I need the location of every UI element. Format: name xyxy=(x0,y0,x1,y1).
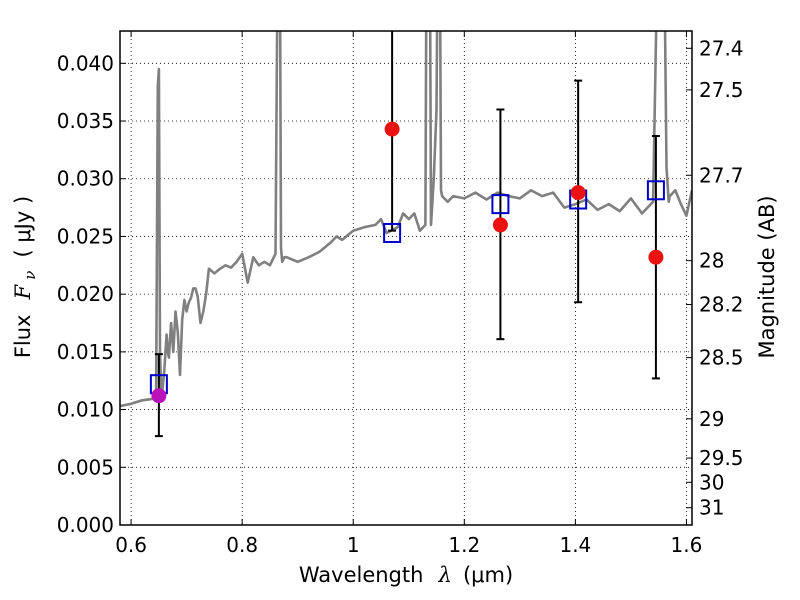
y-tick-label-2: 0.010 xyxy=(57,398,114,422)
spectrum-layer xyxy=(120,31,692,408)
y-axis-label-prefix: Flux xyxy=(11,315,35,359)
y-tick-label-7: 0.035 xyxy=(57,109,114,133)
y-axis-label-subscript: ν xyxy=(21,271,39,280)
y-tick-label-0: 0.000 xyxy=(57,513,114,537)
y-axis-label-symbol: F xyxy=(11,283,35,300)
y-tick-label-3: 0.015 xyxy=(57,340,114,364)
y-tick-label-6: 0.030 xyxy=(57,167,114,191)
y-axis-label: Flux F ν ( μJy ) xyxy=(11,196,39,358)
photometry-point-2 xyxy=(491,108,510,341)
right-tick-label-6: 29 xyxy=(699,407,724,431)
observed-marker-4 xyxy=(648,249,664,265)
observed-marker-3 xyxy=(570,185,586,201)
model-marker-4 xyxy=(646,180,665,201)
x-tick-label-3: 1.2 xyxy=(448,533,480,557)
x-tick-label-4: 1.4 xyxy=(559,533,591,557)
y-tick-label-1: 0.005 xyxy=(57,455,114,479)
right-tick-label-0: 27.4 xyxy=(699,36,744,60)
right-tick-label-4: 28.2 xyxy=(699,293,744,317)
photometry-point-4 xyxy=(646,135,665,380)
tick-marks xyxy=(120,31,692,526)
x-tick-label-5: 1.6 xyxy=(671,533,703,557)
right-tick-label-2: 27.7 xyxy=(699,163,744,187)
model-marker-1 xyxy=(383,222,402,243)
x-axis-label-unit: (μm) xyxy=(463,563,513,587)
observed-marker-1 xyxy=(384,121,400,137)
y-tick-label-4: 0.020 xyxy=(57,282,114,306)
right-tick-label-8: 30 xyxy=(699,470,724,494)
spectrum-line xyxy=(120,31,692,408)
photometry-point-0 xyxy=(149,353,168,438)
right-tick-label-5: 28.5 xyxy=(699,346,744,370)
x-tick-label-2: 1 xyxy=(347,533,360,557)
plot-frame xyxy=(119,30,693,526)
right-tick-label-7: 29.5 xyxy=(699,446,744,470)
data-points-layer xyxy=(149,31,665,438)
observed-marker-2 xyxy=(492,217,508,233)
photometry-point-3 xyxy=(569,79,588,304)
x-tick-label-0: 0.6 xyxy=(115,533,147,557)
plot-background xyxy=(120,31,692,525)
photometry-point-1 xyxy=(383,31,402,243)
right-tick-label-1: 27.5 xyxy=(699,78,744,102)
right-tick-label-9: 31 xyxy=(699,496,724,520)
right-axis-label: Magnitude (AB) xyxy=(755,195,779,358)
y-tick-label-5: 0.025 xyxy=(57,224,114,248)
x-axis-label: Wavelength λ (μm) xyxy=(299,563,513,587)
model-marker-2 xyxy=(491,194,510,215)
x-axis-label-symbol: λ xyxy=(438,563,452,587)
x-axis-label-prefix: Wavelength xyxy=(299,563,424,587)
observed-marker-0 xyxy=(151,388,167,404)
y-tick-label-8: 0.040 xyxy=(57,51,114,75)
y-axis-label-unit: ( μJy ) xyxy=(11,196,35,258)
right-tick-label-3: 28 xyxy=(699,249,724,273)
tick-labels: 0.6 0.8 1 1.2 1.4 1.6 0.000 0.005 0.010 0.015 0.02… xyxy=(57,36,744,557)
x-tick-label-1: 0.8 xyxy=(226,533,258,557)
